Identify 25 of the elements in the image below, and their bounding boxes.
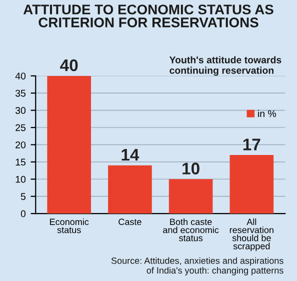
chart-title: ATTITUDE TO ECONOMIC STATUS AS CRITERION FOR RESERVATIONS (23, 4, 274, 28)
bar (168, 179, 213, 214)
y-tick-label: 25 (16, 124, 26, 132)
data-label: 10 (182, 162, 200, 174)
bar (230, 155, 274, 214)
data-label: 40 (60, 59, 78, 72)
y-tick-label: 15 (16, 158, 26, 166)
legend-label: in % (258, 110, 276, 118)
y-tick-label: 0 (20, 210, 26, 218)
x-tick-label: Caste (118, 218, 142, 226)
y-tick-label: 10 (16, 176, 26, 183)
bar (108, 165, 152, 214)
data-label: 14 (122, 149, 140, 161)
chart-subtitle: Youth's attitude towards continuing reservation (169, 56, 282, 76)
bar (47, 76, 92, 214)
x-tick-label: All reservation should be scrapped (230, 218, 274, 252)
y-tick-label: 5 (20, 193, 26, 200)
source-note: Source: Attitudes, anxieties and aspirations of India's youth: changing patterns (111, 257, 284, 276)
y-tick-label: 40 (15, 72, 26, 80)
data-label: 17 (243, 138, 260, 150)
x-tick-label: Economic status (50, 218, 89, 234)
y-tick-label: 20 (16, 141, 26, 148)
y-tick-label: 30 (15, 107, 26, 114)
y-tick-label: 35 (15, 90, 26, 97)
x-tick-label: Both caste and economic status (163, 218, 219, 242)
